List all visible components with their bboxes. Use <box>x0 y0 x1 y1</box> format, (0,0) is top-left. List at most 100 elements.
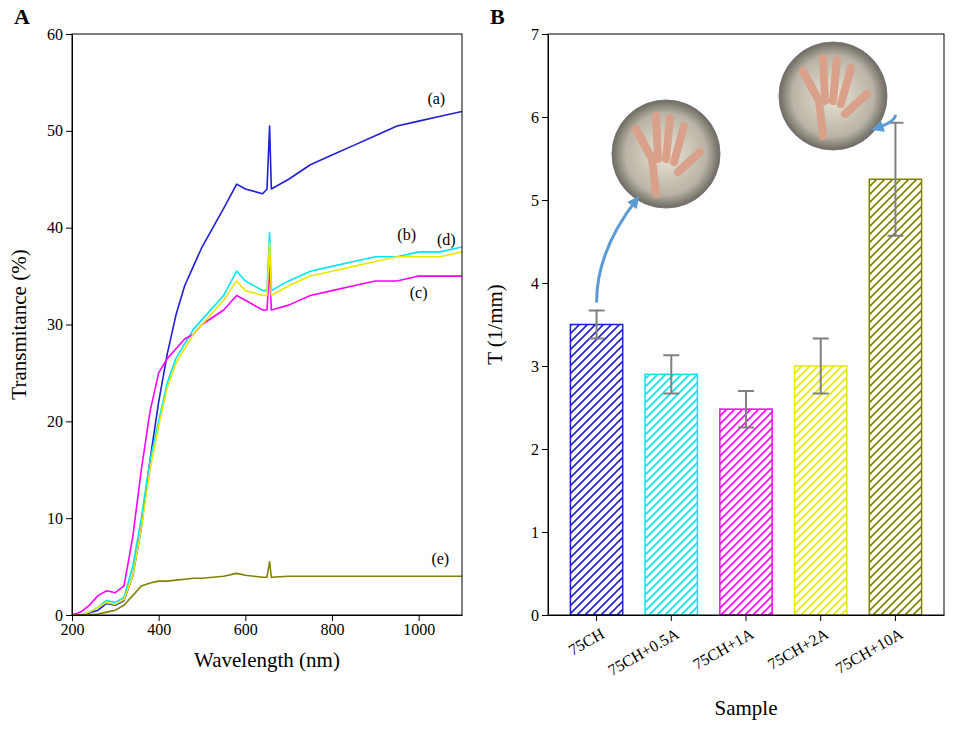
y-tick-label: 2 <box>531 441 539 458</box>
tick: 30 <box>47 316 72 333</box>
y-tick <box>542 449 548 450</box>
tick: 75CH+2A <box>765 615 832 673</box>
tick: 40 <box>47 219 72 236</box>
bar <box>795 366 847 615</box>
y-tick-label: 0 <box>531 607 539 624</box>
y-tick <box>542 34 548 35</box>
axis-line <box>72 35 73 616</box>
y-axis: 0 10 20 30 40 50 60 <box>47 26 73 624</box>
photo-arrow <box>876 115 895 129</box>
tick: 800 <box>321 615 345 638</box>
series-line <box>72 233 462 615</box>
plot-frame <box>72 34 462 615</box>
y-tick-label: 10 <box>47 510 63 527</box>
tick: 60 <box>47 26 72 43</box>
x-tick-label: 75CH+2A <box>765 625 832 673</box>
series-label: (c) <box>410 284 428 302</box>
y-tick <box>66 615 72 616</box>
tick: 0 <box>531 607 548 624</box>
tick: 3 <box>531 358 548 375</box>
y-axis-title: T (1/mm) <box>483 284 507 365</box>
y-tick-label: 40 <box>47 219 63 236</box>
y-tick-label: 3 <box>531 358 539 375</box>
series-label: (e) <box>431 550 449 568</box>
tick: 600 <box>234 615 258 638</box>
x-tick <box>245 615 246 621</box>
panel-B: B75CH75CH+0.5A75CH+1A75CH+2A75CH+10ASamp… <box>483 4 945 720</box>
tick: 0 <box>55 607 72 624</box>
series-line <box>72 266 462 615</box>
photo-arrow <box>597 200 637 302</box>
photo-hand <box>803 58 867 136</box>
bar <box>720 409 772 615</box>
tick: 6 <box>531 109 548 126</box>
x-tick-label: 200 <box>61 621 85 638</box>
series-line <box>72 111 462 615</box>
y-axis-title: Transmitance (%) <box>7 249 31 399</box>
series-label: (a) <box>427 90 445 108</box>
error-bar <box>887 123 903 236</box>
x-tick-label: 600 <box>234 621 258 638</box>
error-bar-line <box>589 310 605 338</box>
y-tick <box>542 283 548 284</box>
y-tick-label: 5 <box>531 192 539 209</box>
x-tick <box>159 615 160 621</box>
x-axis-title: Wavelength (nm) <box>194 648 340 672</box>
x-tick-label: 800 <box>321 621 345 638</box>
tick: 1 <box>531 524 548 541</box>
error-bar <box>738 391 754 428</box>
x-tick-label: 1000 <box>403 621 435 638</box>
x-tick <box>72 615 73 621</box>
y-tick-label: 60 <box>47 26 63 43</box>
x-tick-label: 75CH+10A <box>833 625 907 677</box>
y-tick-label: 6 <box>531 109 539 126</box>
tick: 10 <box>47 510 72 527</box>
x-tick <box>419 615 420 621</box>
photo-inset <box>779 42 895 150</box>
panel-letter: A <box>14 4 30 29</box>
y-tick-label: 30 <box>47 316 63 333</box>
y-tick <box>542 615 548 616</box>
y-tick <box>66 228 72 229</box>
plot-frame <box>548 34 944 615</box>
y-axis: 0 1 2 3 4 5 6 7 <box>531 26 549 624</box>
y-tick <box>66 325 72 326</box>
photo <box>779 42 887 150</box>
series-line <box>72 562 462 615</box>
tick: 50 <box>47 122 72 139</box>
y-tick-label: 4 <box>531 275 539 292</box>
error-bar-line <box>887 123 903 236</box>
plot-area <box>72 111 462 615</box>
bar <box>645 374 697 615</box>
error-bar <box>813 339 829 394</box>
panel-A: A 200 400 600 800 1000 Wavelength (nm) 0 10 20 30 4… <box>7 4 463 672</box>
error-bar-line <box>663 355 679 393</box>
x-tick <box>895 615 896 621</box>
tick: 75CH+1A <box>690 615 757 673</box>
x-tick <box>671 615 672 621</box>
tick: 400 <box>147 615 171 638</box>
y-tick-label: 50 <box>47 122 63 139</box>
error-bar <box>663 355 679 393</box>
tick: 20 <box>47 413 72 430</box>
y-tick <box>542 117 548 118</box>
tick: 1000 <box>403 615 435 638</box>
x-tick-label: 75CH+1A <box>690 625 757 673</box>
photo-inset <box>597 100 720 302</box>
bar <box>869 179 921 615</box>
x-axis: 200 400 600 800 1000 <box>61 615 463 638</box>
plot-area <box>570 123 921 615</box>
x-axis: 75CH75CH+0.5A75CH+1A75CH+2A75CH+10A <box>549 615 945 679</box>
tick: 200 <box>61 615 85 638</box>
y-tick <box>542 200 548 201</box>
axis-line <box>73 615 463 616</box>
x-tick <box>746 615 747 621</box>
y-tick <box>66 131 72 132</box>
y-tick <box>66 34 72 35</box>
x-tick-label: 400 <box>147 621 171 638</box>
x-tick <box>332 615 333 621</box>
tick: 7 <box>531 26 548 43</box>
tick: 5 <box>531 192 548 209</box>
x-tick-label: 75CH+0.5A <box>605 625 682 679</box>
x-axis-title: Sample <box>715 696 778 720</box>
